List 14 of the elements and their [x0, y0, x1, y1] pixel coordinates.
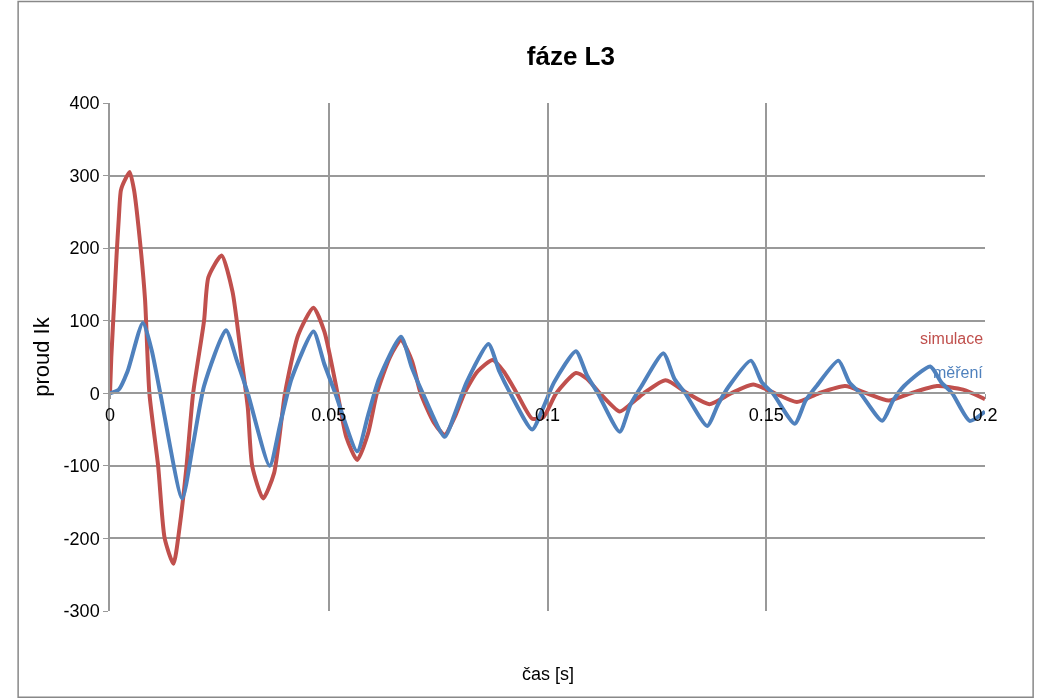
- x-tick-label: 0: [104, 404, 116, 425]
- chart-title: fáze L3: [526, 40, 615, 71]
- y-tick-label: 200: [69, 238, 100, 259]
- x-tick-label: 0.15: [748, 404, 784, 425]
- text: simulace: [920, 330, 984, 347]
- y-tick-label: -100: [63, 456, 100, 477]
- y-tick-label: -200: [63, 528, 100, 549]
- y-tick-label: 400: [69, 93, 100, 114]
- y-axis-title: proud Ik: [28, 316, 54, 397]
- y-tick-label: 100: [69, 311, 100, 332]
- y-tick-label: -300: [63, 601, 100, 622]
- y-tick-label: 300: [69, 165, 100, 186]
- y-tick-label: 0: [89, 383, 100, 404]
- x-axis-title: čas [s]: [522, 664, 575, 684]
